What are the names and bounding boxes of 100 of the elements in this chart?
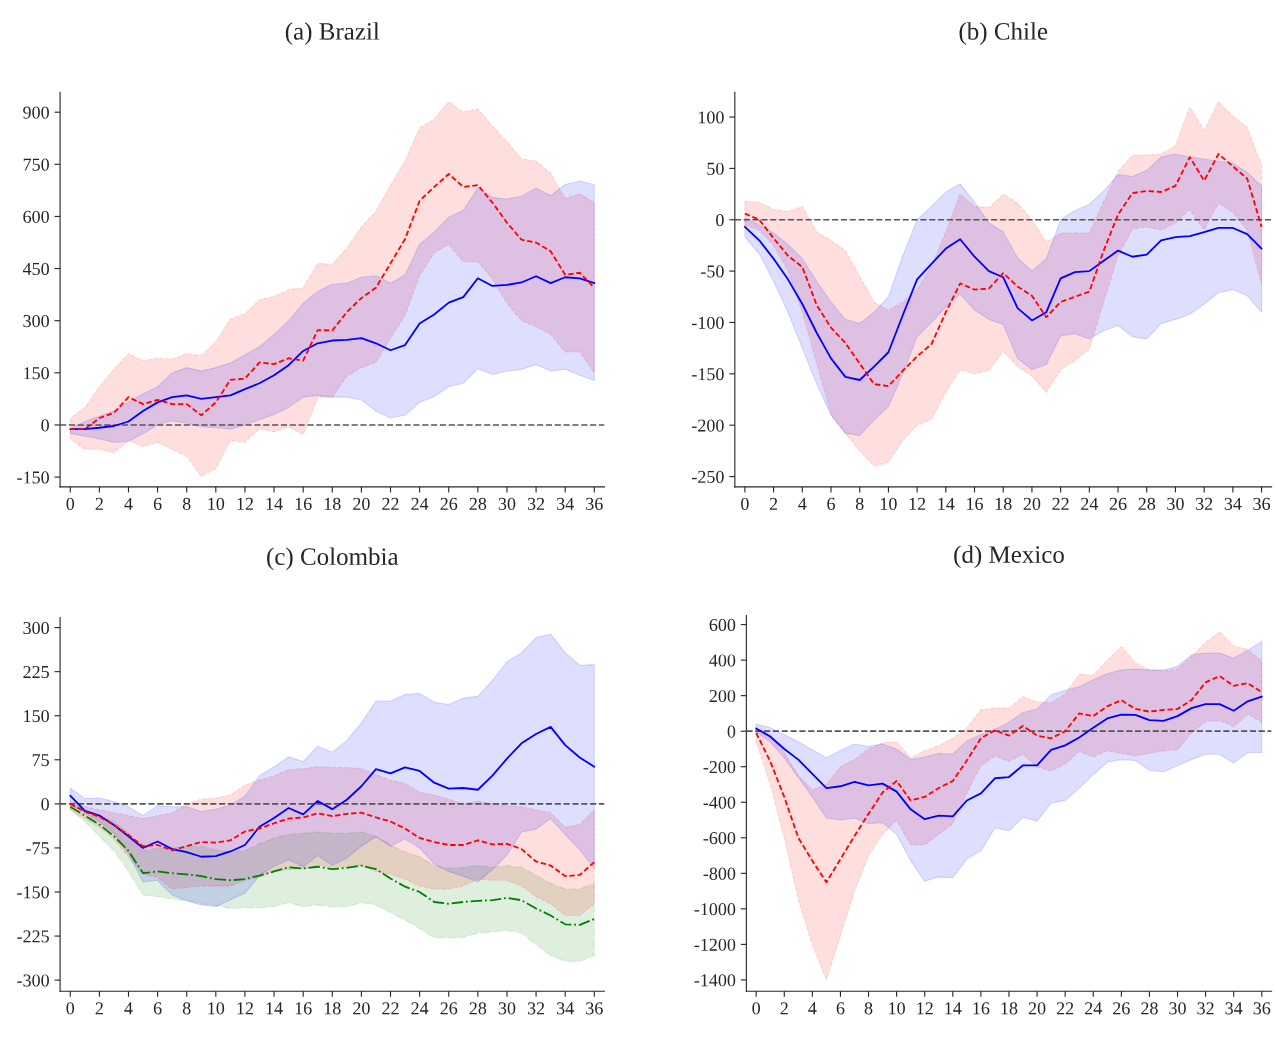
x-tick-label: 6 [153,497,162,510]
y-tick-label: -150 [692,368,724,381]
y-tick-label: -250 [692,470,724,483]
x-tick-label: 26 [1113,1002,1130,1015]
x-tick-label: 32 [527,1002,545,1015]
y-tick-label: -1200 [694,938,736,951]
y-tick-label: 600 [23,210,49,223]
x-tick-label: 12 [909,497,926,510]
y-tick-label: -200 [703,760,736,774]
y-tick-label: -800 [703,867,736,880]
x-tick-label: 36 [586,1002,603,1015]
x-tick-label: 18 [324,1002,341,1015]
chart-title: (d) Mexico [954,545,1064,569]
x-tick-label: 14 [266,497,283,510]
y-tick-label: -400 [703,796,736,809]
y-tick-label: 200 [709,689,736,703]
y-tick-label: -75 [26,842,49,855]
x-tick-label: 32 [1197,1002,1214,1015]
x-tick-label: 0 [752,1002,761,1015]
x-tick-label: 30 [498,1002,516,1015]
y-tick-label: -1000 [694,903,736,916]
line-series [69,805,596,926]
x-tick-label: 18 [1001,1002,1018,1015]
y-tick-label: 750 [23,158,49,171]
y-tick-label: 150 [24,709,49,723]
x-tick-label: 20 [353,1002,370,1015]
x-tick-label: 4 [124,1002,133,1015]
line-series [69,275,596,431]
x-tick-label: 6 [153,1002,162,1015]
y-tick-label: 225 [23,665,49,679]
x-tick-label: 22 [1056,1002,1074,1015]
x-tick-label: 20 [1028,1002,1046,1015]
y-tick-label: 100 [698,111,724,124]
y-tick-label: 450 [22,262,49,276]
x-tick-label: 16 [295,497,312,510]
x-tick-label: 6 [827,497,835,510]
x-tick-label: 30 [1167,497,1184,510]
x-tick-label: 6 [836,1002,845,1015]
x-tick-label: 34 [1224,497,1242,510]
x-tick-label: 2 [780,1002,788,1015]
x-tick-label: 28 [469,1002,487,1015]
x-tick-label: 22 [1052,497,1069,510]
y-tick-label: -300 [17,974,49,987]
x-tick-label: 26 [440,497,458,510]
x-tick-label: 28 [469,497,487,510]
x-tick-label: 4 [124,497,133,510]
x-tick-label: 10 [889,1002,905,1015]
x-tick-label: 0 [66,497,75,510]
x-tick-label: 10 [208,1002,225,1015]
x-tick-label: 12 [917,1002,933,1015]
line-series [69,802,596,878]
y-tick-label: -150 [17,886,49,899]
x-tick-label: 12 [237,497,253,510]
x-tick-label: 30 [1169,1002,1186,1015]
x-tick-label: 24 [411,497,429,510]
line-series [69,725,596,858]
y-tick-label: -100 [692,316,724,329]
x-tick-label: 30 [498,497,516,510]
x-tick-label: 2 [95,497,103,510]
x-tick-label: 36 [1253,497,1271,510]
x-tick-label: 26 [1109,497,1127,510]
y-tick-label: 300 [23,621,49,635]
x-tick-label: 10 [880,497,897,510]
x-tick-label: 20 [353,497,370,510]
x-tick-label: 36 [586,497,603,510]
x-tick-label: 32 [527,497,545,510]
y-tick-label: -1400 [694,974,736,987]
x-tick-label: 34 [1225,1002,1243,1015]
x-tick-label: 32 [1195,497,1213,510]
x-tick-label: 10 [208,497,225,510]
x-tick-label: 28 [1138,497,1156,510]
y-tick-label: 600 [709,618,736,632]
line-series [755,675,1263,884]
x-tick-label: 24 [411,1002,429,1015]
x-tick-label: 34 [557,1002,574,1015]
chart-title: (a) Brazil [285,22,380,45]
line-series [743,226,1263,381]
y-tick-label: -200 [692,419,724,432]
y-tick-label: 0 [41,798,49,811]
line-series [743,153,1263,388]
x-tick-label: 18 [995,497,1012,510]
x-tick-label: 18 [324,497,341,510]
x-tick-label: 16 [967,497,984,510]
x-tick-label: 14 [938,497,955,510]
x-tick-label: 14 [266,1002,283,1015]
line-series [755,695,1263,821]
x-tick-label: 4 [798,497,807,510]
y-tick-label: 75 [32,754,49,767]
x-tick-label: 8 [182,497,191,510]
x-tick-label: 2 [769,497,778,510]
x-tick-label: 4 [808,1002,817,1015]
y-tick-label: 0 [41,419,49,432]
y-tick-label: 0 [727,725,736,738]
x-tick-label: 24 [1085,1002,1102,1015]
chart-title: (b) Chile [959,22,1048,45]
x-tick-label: 0 [66,1002,75,1015]
y-tick-label: -600 [703,832,736,845]
x-tick-label: 24 [1081,497,1099,510]
x-tick-label: 22 [382,1002,399,1015]
y-tick-label: 150 [24,367,49,380]
